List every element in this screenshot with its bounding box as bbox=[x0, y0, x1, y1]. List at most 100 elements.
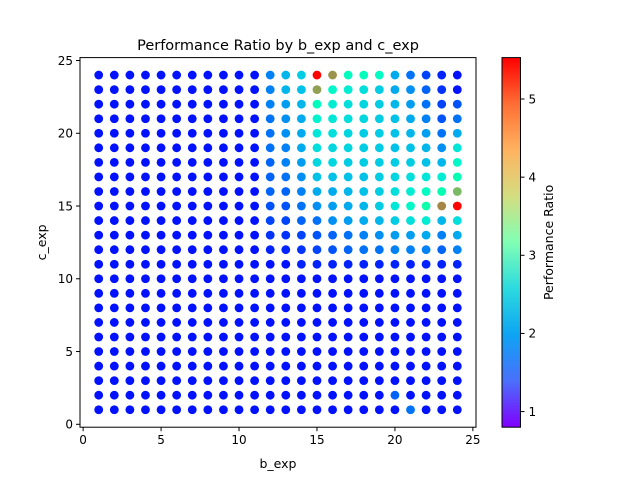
x-tick-label: 15 bbox=[309, 433, 324, 447]
scatter-point bbox=[359, 128, 369, 138]
scatter-point bbox=[234, 347, 244, 356]
scatter-point bbox=[219, 114, 228, 124]
scatter-point bbox=[234, 230, 244, 240]
y-tick-label: 15 bbox=[58, 199, 73, 213]
scatter-point bbox=[343, 172, 353, 182]
scatter-point bbox=[172, 376, 182, 386]
scatter-point bbox=[109, 405, 119, 415]
scatter-point bbox=[109, 172, 119, 182]
scatter-point bbox=[125, 318, 135, 327]
scatter-point bbox=[421, 303, 431, 313]
scatter-point bbox=[296, 274, 306, 284]
scatter-point bbox=[328, 376, 337, 386]
scatter-point bbox=[281, 332, 291, 342]
scatter-point bbox=[156, 405, 166, 415]
scatter-point bbox=[343, 201, 353, 211]
scatter-point bbox=[281, 303, 291, 313]
scatter-points bbox=[94, 70, 462, 415]
scatter-point bbox=[109, 230, 119, 240]
scatter-point bbox=[187, 405, 197, 415]
scatter-point bbox=[219, 70, 228, 80]
scatter-point bbox=[172, 405, 182, 415]
scatter-point bbox=[406, 99, 415, 109]
scatter-point bbox=[343, 376, 353, 386]
colorbar-tick-label: 4 bbox=[529, 170, 537, 184]
scatter-point bbox=[406, 361, 415, 371]
scatter-point bbox=[312, 128, 322, 138]
scatter-point bbox=[187, 99, 197, 109]
scatter-point bbox=[406, 390, 415, 400]
scatter-point bbox=[187, 318, 197, 327]
scatter-point bbox=[265, 390, 275, 400]
scatter-point bbox=[187, 361, 197, 371]
scatter-point bbox=[141, 187, 150, 196]
scatter-point bbox=[265, 288, 275, 298]
scatter-point bbox=[374, 361, 384, 371]
scatter-point bbox=[359, 114, 369, 124]
scatter-point bbox=[374, 390, 384, 400]
scatter-point bbox=[109, 187, 119, 196]
scatter-point bbox=[328, 361, 337, 371]
scatter-point bbox=[328, 70, 337, 80]
scatter-point bbox=[312, 332, 322, 342]
scatter-point bbox=[250, 318, 260, 327]
scatter-point bbox=[219, 390, 228, 400]
scatter-point bbox=[125, 259, 135, 269]
scatter-point bbox=[187, 303, 197, 313]
scatter-point bbox=[374, 230, 384, 240]
scatter-point bbox=[328, 245, 337, 255]
scatter-point bbox=[312, 157, 322, 167]
scatter-point bbox=[141, 230, 150, 240]
scatter-point bbox=[452, 303, 462, 313]
scatter-point bbox=[94, 99, 104, 109]
scatter-point bbox=[141, 216, 150, 225]
scatter-point bbox=[281, 114, 291, 124]
scatter-point bbox=[187, 347, 197, 356]
y-tick-label: 0 bbox=[65, 418, 73, 432]
scatter-point bbox=[109, 143, 119, 153]
scatter-point bbox=[219, 172, 228, 182]
scatter-point bbox=[390, 376, 400, 386]
scatter-point bbox=[359, 172, 369, 182]
scatter-point bbox=[312, 230, 322, 240]
scatter-point bbox=[374, 70, 384, 80]
scatter-point bbox=[328, 187, 337, 196]
scatter-point bbox=[156, 201, 166, 211]
scatter-point bbox=[172, 390, 182, 400]
scatter-point bbox=[452, 70, 462, 80]
scatter-point bbox=[406, 405, 415, 415]
scatter-point bbox=[94, 405, 104, 415]
scatter-point bbox=[234, 332, 244, 342]
scatter-point bbox=[94, 274, 104, 284]
scatter-point bbox=[234, 172, 244, 182]
scatter-point bbox=[156, 143, 166, 153]
scatter-point bbox=[359, 405, 369, 415]
scatter-point bbox=[219, 85, 228, 95]
y-tick-label: 20 bbox=[58, 127, 73, 141]
scatter-point bbox=[250, 187, 260, 196]
scatter-point bbox=[156, 303, 166, 313]
scatter-point bbox=[234, 99, 244, 109]
scatter-point bbox=[265, 230, 275, 240]
scatter-point bbox=[141, 143, 150, 153]
scatter-point bbox=[328, 318, 337, 327]
scatter-point bbox=[94, 143, 104, 153]
scatter-point bbox=[312, 172, 322, 182]
scatter-point bbox=[374, 347, 384, 356]
scatter-point bbox=[94, 230, 104, 240]
scatter-point bbox=[250, 172, 260, 182]
scatter-point bbox=[172, 172, 182, 182]
scatter-point bbox=[234, 390, 244, 400]
scatter-point bbox=[312, 318, 322, 327]
scatter-point bbox=[281, 143, 291, 153]
scatter-point bbox=[109, 347, 119, 356]
scatter-point bbox=[421, 259, 431, 269]
scatter-point bbox=[203, 128, 213, 138]
scatter-point bbox=[452, 288, 462, 298]
scatter-point bbox=[390, 172, 400, 182]
scatter-point bbox=[437, 70, 447, 80]
scatter-point bbox=[328, 143, 337, 153]
scatter-point bbox=[141, 245, 150, 255]
scatter-point bbox=[437, 85, 447, 95]
